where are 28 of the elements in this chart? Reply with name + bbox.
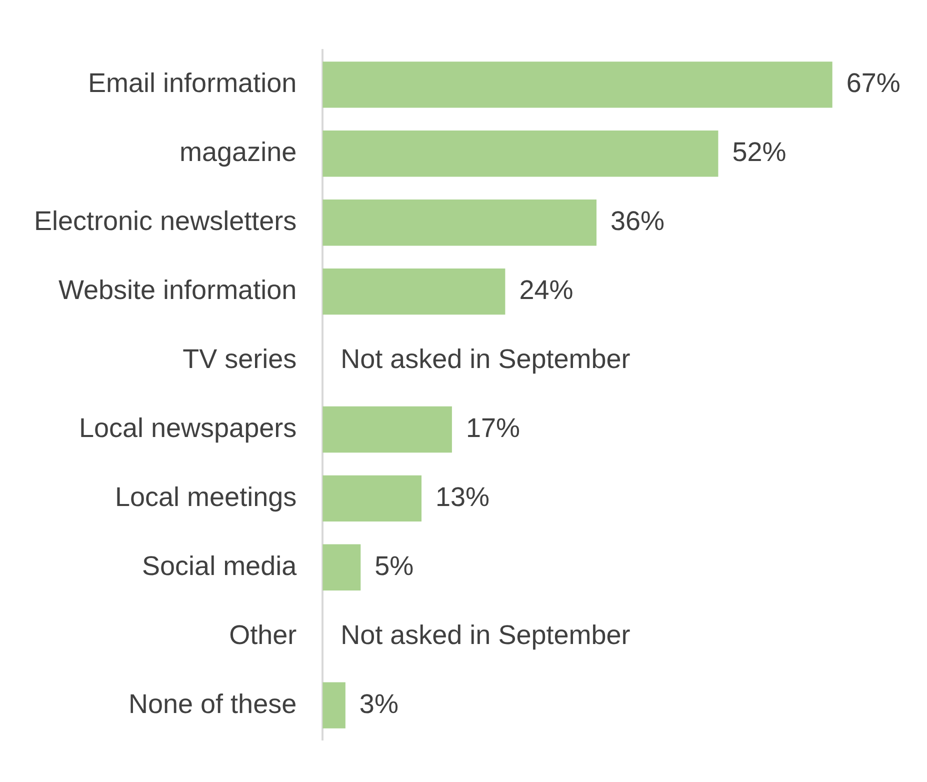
data-label: 3% [359, 688, 398, 719]
text: Not asked in September [340, 344, 630, 374]
y-tick-label: Electronic newsletters [34, 206, 297, 236]
y-tick-label: Website information [58, 275, 297, 306]
bar [322, 62, 832, 108]
bar [322, 682, 346, 728]
data-label: 67% [846, 68, 900, 98]
bar [322, 475, 422, 522]
y-tick-label: magazine [180, 137, 297, 168]
data-label: 13% [436, 482, 490, 512]
y-tick-label: Other [229, 620, 297, 650]
bar [322, 130, 718, 177]
bar [322, 200, 596, 246]
data-label: 24% [519, 275, 574, 306]
text: Not asked in September [340, 620, 630, 650]
y-tick-label: Email information [88, 68, 297, 98]
y-tick-label: Local meetings [114, 482, 297, 512]
y-tick-label: None of these [128, 688, 297, 719]
bar [322, 544, 361, 590]
bar [322, 406, 452, 453]
y-tick-label: TV series [182, 344, 297, 374]
data-label: 36% [610, 206, 665, 236]
bar [322, 268, 506, 315]
y-tick-label: Social media [142, 550, 298, 581]
data-label: 17% [466, 412, 520, 443]
data-label: 52% [732, 137, 786, 168]
y-tick-label: Local newspapers [78, 412, 297, 443]
data-label: 5% [374, 550, 414, 581]
